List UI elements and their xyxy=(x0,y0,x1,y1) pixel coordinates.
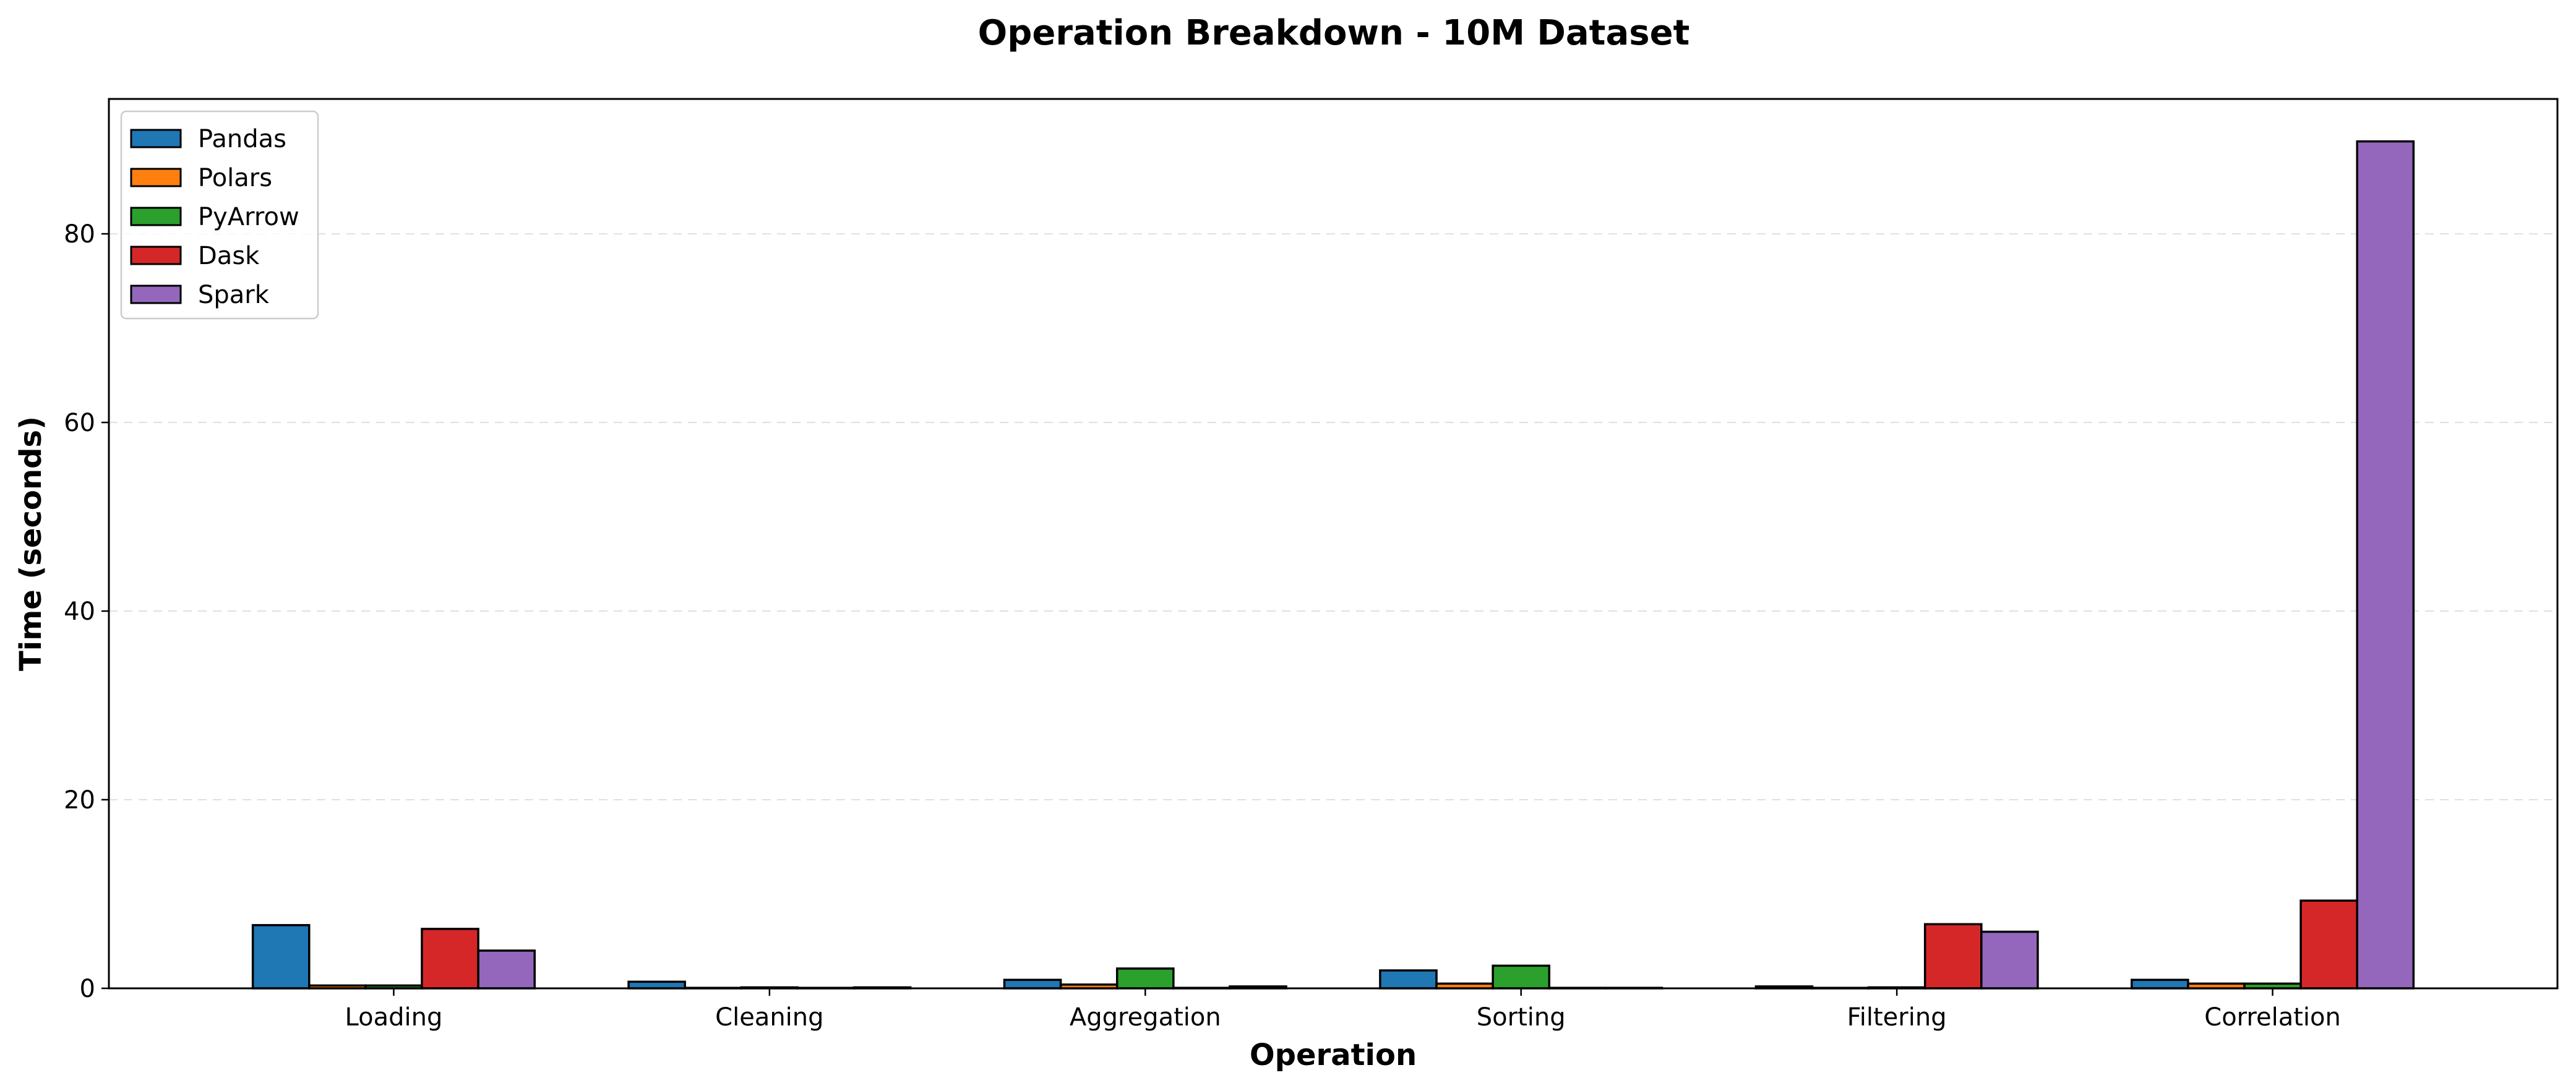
bar-pandas-loading xyxy=(251,924,311,990)
bar-spark-loading xyxy=(477,949,536,990)
x-axis-ticks: Loading Cleaning Aggregation Sorting Filteri… xyxy=(345,988,2341,1032)
x-tick-label: Aggregation xyxy=(1070,1003,1221,1032)
bar-pandas-correlation xyxy=(2131,978,2189,990)
legend-swatch-polars xyxy=(130,168,182,187)
y-tick-label: 40 xyxy=(64,597,95,626)
bars xyxy=(251,140,2415,990)
plot-frame xyxy=(108,98,2559,990)
legend-swatch-pyarrow xyxy=(130,207,182,226)
legend-label-pandas: Pandas xyxy=(198,125,286,153)
chart-title: Operation Breakdown - 10M Dataset xyxy=(978,13,1690,53)
x-tick-label: Loading xyxy=(345,1003,443,1032)
legend-label-spark: Spark xyxy=(198,281,270,309)
bar-pyarrow-sorting xyxy=(1492,964,1551,990)
y-axis-label: Time (seconds) xyxy=(14,416,48,671)
bar-dask-correlation xyxy=(2299,899,2358,990)
y-tick-label: 60 xyxy=(64,409,95,437)
x-tick-label: Cleaning xyxy=(715,1003,823,1032)
legend-label-pyarrow: PyArrow xyxy=(198,203,299,231)
legend-frame xyxy=(120,110,319,320)
legend-swatch-dask xyxy=(130,246,182,265)
bar-spark-filtering xyxy=(1980,930,2039,990)
bar-pandas-sorting xyxy=(1379,969,1438,990)
bar-pandas-aggregation xyxy=(1003,978,1062,990)
legend-swatch-spark xyxy=(130,285,182,304)
bar-dask-filtering xyxy=(1923,923,1983,990)
legend-label-polars: Polars xyxy=(198,164,272,192)
grid-lines xyxy=(109,233,2557,801)
x-tick-label: Sorting xyxy=(1477,1003,1566,1032)
y-tick-label: 0 xyxy=(80,975,95,1003)
y-tick-label: 20 xyxy=(64,786,95,815)
y-axis-ticks: 0 20 40 60 80 xyxy=(64,220,109,1003)
x-tick-label: Filtering xyxy=(1847,1003,1947,1032)
bar-spark-correlation xyxy=(2356,140,2415,990)
bar-pyarrow-aggregation xyxy=(1115,967,1175,990)
y-tick-label: 80 xyxy=(64,220,95,249)
bar-pandas-cleaning xyxy=(627,980,686,990)
x-tick-label: Correlation xyxy=(2204,1003,2341,1032)
x-axis-label: Operation xyxy=(1250,1038,1417,1072)
legend-label-dask: Dask xyxy=(198,242,260,270)
legend: Pandas Polars PyArrow Dask Spark xyxy=(120,110,319,320)
bar-dask-loading xyxy=(421,928,479,990)
legend-swatch-pandas xyxy=(130,129,182,148)
